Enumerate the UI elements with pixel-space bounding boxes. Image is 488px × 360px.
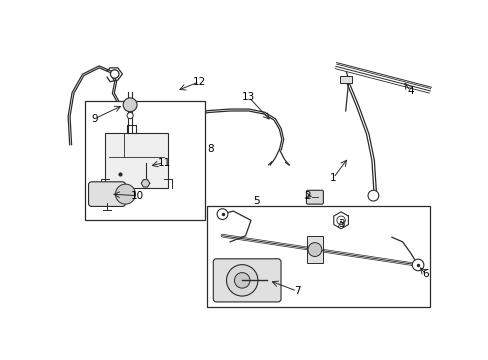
Bar — [207, 206, 429, 307]
Bar — [85, 101, 204, 220]
Text: 12: 12 — [192, 77, 205, 87]
Circle shape — [411, 259, 423, 271]
Circle shape — [307, 243, 321, 256]
FancyBboxPatch shape — [88, 182, 125, 206]
Circle shape — [110, 70, 119, 78]
FancyBboxPatch shape — [213, 259, 281, 302]
Text: 10: 10 — [131, 191, 144, 201]
Text: 9: 9 — [91, 114, 98, 123]
Text: 7: 7 — [293, 286, 300, 296]
Polygon shape — [141, 180, 149, 187]
Text: 8: 8 — [206, 144, 213, 154]
Text: 4: 4 — [406, 86, 413, 96]
FancyBboxPatch shape — [104, 132, 167, 188]
Circle shape — [115, 184, 135, 204]
Circle shape — [127, 112, 133, 119]
Polygon shape — [333, 212, 348, 229]
Text: 3: 3 — [337, 219, 344, 229]
Circle shape — [367, 190, 378, 201]
Circle shape — [217, 209, 227, 220]
Text: 2: 2 — [303, 191, 310, 201]
Circle shape — [336, 216, 345, 225]
Bar — [306, 236, 322, 264]
Circle shape — [123, 98, 137, 112]
Text: 5: 5 — [253, 196, 259, 206]
Text: 13: 13 — [242, 92, 255, 102]
Circle shape — [234, 273, 249, 288]
Text: 1: 1 — [329, 173, 336, 183]
Circle shape — [226, 265, 257, 296]
Text: 6: 6 — [422, 269, 428, 279]
Text: 11: 11 — [157, 158, 170, 167]
Bar — [339, 76, 351, 83]
FancyBboxPatch shape — [306, 190, 323, 204]
